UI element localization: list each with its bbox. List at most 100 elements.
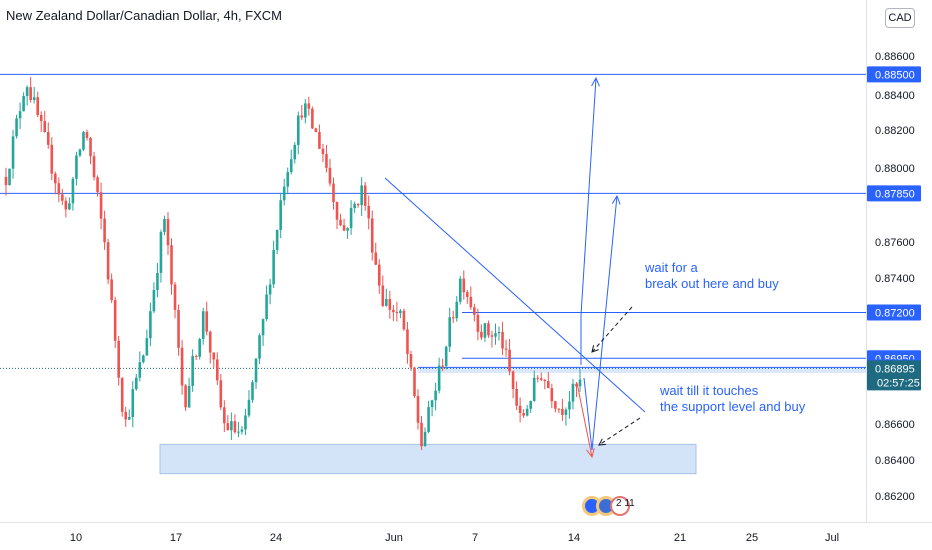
candle-body xyxy=(15,118,18,137)
candle-body xyxy=(346,228,349,231)
candle-body xyxy=(92,156,96,178)
level-label-box xyxy=(867,185,921,202)
news-dot-3[interactable] xyxy=(610,496,630,516)
candle-body xyxy=(163,218,166,233)
candle-body xyxy=(550,388,554,402)
candle-body xyxy=(395,312,399,314)
candle-body xyxy=(307,103,311,109)
candle-body xyxy=(547,381,550,389)
price-tick: 0.88000 xyxy=(875,163,915,175)
candle-body xyxy=(244,415,247,430)
candle-body xyxy=(554,401,557,409)
candle-body xyxy=(230,421,233,431)
candle-body xyxy=(85,132,89,138)
candle-body xyxy=(448,317,452,347)
candle-body xyxy=(272,249,275,285)
candle-body xyxy=(455,301,459,319)
time-tick: 21 xyxy=(674,532,686,544)
candle-body xyxy=(131,389,135,418)
candle-body xyxy=(575,383,578,387)
level-label: 0.87850 xyxy=(875,188,915,200)
candle-body xyxy=(8,168,11,186)
candle-body xyxy=(184,385,187,408)
time-tick: 17 xyxy=(170,532,182,544)
candle-body xyxy=(335,202,339,220)
candle-body xyxy=(568,401,571,410)
candle-body xyxy=(124,411,128,420)
support-buy-arrow[interactable] xyxy=(591,195,618,451)
candle-body xyxy=(434,390,437,401)
candle-body xyxy=(328,167,332,184)
price-tick: 0.87400 xyxy=(875,273,915,285)
price-tick: 0.86600 xyxy=(875,419,915,431)
candle-body xyxy=(96,177,99,193)
level-label: 0.87200 xyxy=(875,307,915,319)
candle-body xyxy=(106,242,110,280)
candle-body xyxy=(532,377,536,401)
candle-body xyxy=(564,409,568,415)
candle-body xyxy=(314,128,318,133)
candle-body xyxy=(508,349,511,372)
news-badges[interactable]: 2 11 xyxy=(580,496,640,520)
drop-arrow[interactable] xyxy=(576,382,593,458)
current-price-label: 0.86895 xyxy=(875,363,915,375)
candle-body xyxy=(173,284,177,310)
time-tick: 24 xyxy=(270,532,282,544)
candle-body xyxy=(339,219,342,226)
candle-body xyxy=(490,335,494,337)
candle-body xyxy=(254,358,258,383)
candle-body xyxy=(296,115,300,145)
candle-body xyxy=(268,284,272,295)
breakout-arrow-head xyxy=(591,76,600,87)
currency-button[interactable]: CAD xyxy=(885,8,915,28)
breakout-arrow[interactable] xyxy=(580,77,597,316)
candle-body xyxy=(215,359,219,381)
candle-body xyxy=(110,279,113,301)
candle-body xyxy=(451,317,455,319)
trend-line[interactable] xyxy=(384,177,646,413)
candle-body xyxy=(518,405,522,414)
countdown-label: 02:57:25 xyxy=(877,377,920,389)
candle-body xyxy=(78,149,82,156)
candle-body xyxy=(441,365,444,367)
time-axis-divider xyxy=(0,522,932,523)
candle-body xyxy=(483,323,487,338)
candle-body xyxy=(180,347,184,386)
candle-body xyxy=(325,154,328,168)
candle-body xyxy=(89,137,92,157)
candle-body xyxy=(458,278,462,302)
candle-body xyxy=(282,186,286,201)
candle-body xyxy=(497,331,501,334)
candle-body xyxy=(420,422,423,447)
candle-body xyxy=(494,333,497,337)
candle-body xyxy=(212,352,216,360)
support-zone[interactable] xyxy=(159,443,697,475)
candle-body xyxy=(349,208,353,229)
level-label-box xyxy=(867,66,921,83)
candle-body xyxy=(138,362,142,378)
candle-body xyxy=(480,331,483,338)
candle-body xyxy=(201,311,205,339)
candle-body xyxy=(504,348,508,350)
candle-body xyxy=(501,331,504,349)
candle-body xyxy=(120,377,124,412)
candle-body xyxy=(476,314,480,332)
candle-body xyxy=(427,407,430,432)
annotation-text: break out here and buy xyxy=(645,276,779,291)
candle-body xyxy=(381,285,385,306)
drop-arrow-head xyxy=(586,448,595,459)
candle-body xyxy=(402,310,406,330)
candle-body xyxy=(353,203,356,209)
candle-body xyxy=(423,431,427,447)
pointer-support xyxy=(598,417,641,446)
candle-body xyxy=(261,319,265,336)
candle-body xyxy=(356,203,360,206)
candle-body xyxy=(430,400,434,408)
annotation-text: the support level and buy xyxy=(660,399,806,414)
candle-body xyxy=(64,200,68,210)
candle-body xyxy=(247,399,251,416)
candle-body xyxy=(300,115,304,118)
candle-body xyxy=(258,335,261,359)
candle-body xyxy=(469,296,473,308)
